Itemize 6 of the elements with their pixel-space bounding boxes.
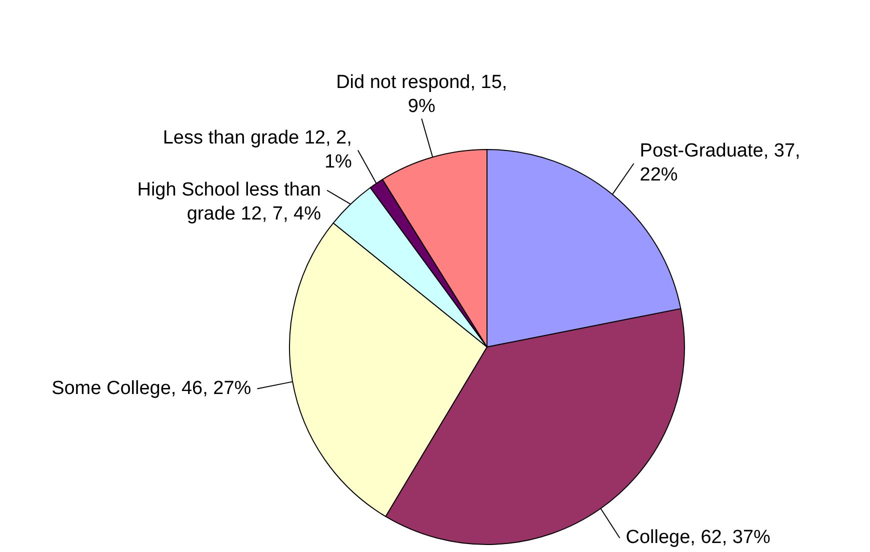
slice-label: High School less than grade 12, 7, 4% xyxy=(137,180,322,225)
slice-label: College, 62, 37% xyxy=(626,527,771,548)
slice-label: Did not respond, 15, 9% xyxy=(336,72,508,117)
slice-label: Post-Graduate, 37, 22% xyxy=(640,140,800,186)
slice-label: Some College, 46, 27% xyxy=(52,378,252,399)
slice-label: Less than grade 12, 2, 1% xyxy=(162,128,352,173)
